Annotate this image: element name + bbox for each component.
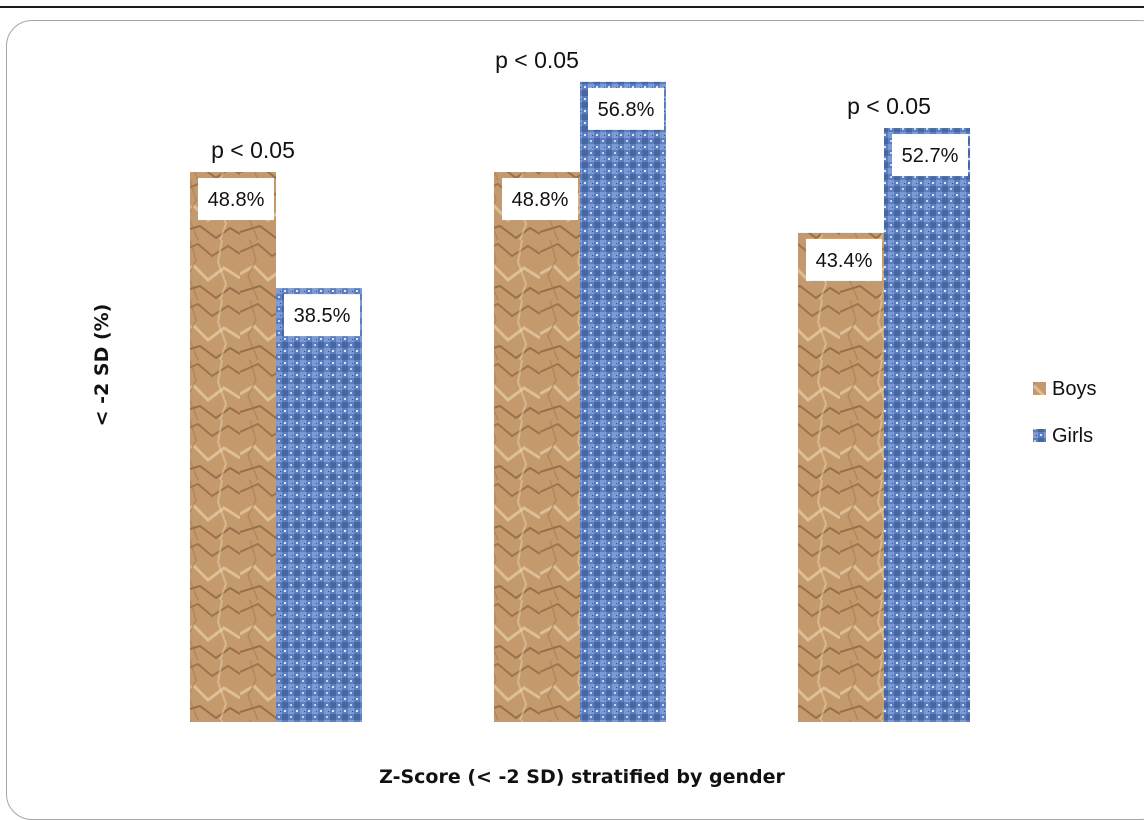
y-axis-label: < -2 SD (%) — [91, 304, 113, 427]
top-rule — [0, 6, 1144, 8]
p-value-annotation-2: p < 0.05 — [495, 47, 579, 73]
legend-swatch-boys — [1033, 382, 1046, 395]
bar-chart: < -2 SD (%) 48.8% 38.5% p < 0.05 48.8% 56.8%… — [91, 47, 1096, 788]
data-label-box-boys-1 — [198, 178, 274, 221]
data-label-boys-1: 48.8% — [208, 189, 265, 211]
p-value-annotation-1: p < 0.05 — [211, 137, 295, 163]
data-label-box-girls-2 — [588, 87, 664, 130]
legend-swatch-girls — [1033, 429, 1046, 442]
bar-girls-3 — [884, 128, 970, 723]
bar-boys-2 — [494, 172, 580, 723]
x-axis-label: Z-Score (< -2 SD) stratified by gender — [379, 766, 785, 788]
data-label-girls-2: 56.8% — [598, 99, 655, 121]
bar-girls-2 — [580, 81, 666, 722]
data-label-box-boys-3 — [806, 238, 882, 281]
bar-boys-1 — [190, 172, 276, 723]
data-label-boys-2: 48.8% — [512, 189, 569, 211]
legend: Boys Girls — [1033, 378, 1096, 447]
data-label-girls-3: 52.7% — [902, 145, 959, 167]
bar-girls-1 — [276, 288, 362, 722]
p-value-annotation-3: p < 0.05 — [847, 93, 931, 119]
data-label-box-girls-3 — [892, 134, 968, 177]
data-label-girls-1: 38.5% — [294, 305, 351, 327]
legend-label-girls: Girls — [1052, 425, 1093, 447]
data-label-boys-3: 43.4% — [816, 250, 873, 272]
data-label-box-boys-2 — [502, 178, 578, 221]
bar-boys-3 — [798, 232, 884, 722]
data-label-box-girls-1 — [284, 294, 360, 337]
bars-layer: 48.8% 38.5% p < 0.05 48.8% 56.8% p < 0.05 43.4… — [190, 47, 970, 723]
legend-label-boys: Boys — [1052, 378, 1096, 400]
